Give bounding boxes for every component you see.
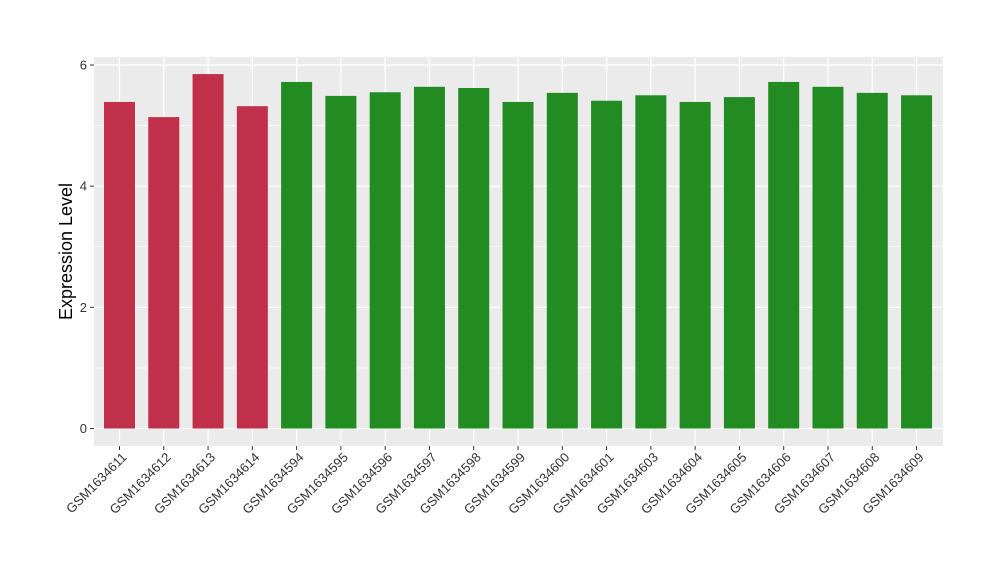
bar-GSM1634604 xyxy=(679,101,711,429)
bar-GSM1634596 xyxy=(369,92,401,429)
y-axis: 0 2 4 6 xyxy=(80,58,94,436)
bar-GSM1634603 xyxy=(635,95,667,429)
bar-GSM1634601 xyxy=(591,100,623,429)
bars-group xyxy=(104,74,933,429)
bar-GSM1634598 xyxy=(458,88,490,429)
y-tick-label: 6 xyxy=(80,58,87,73)
y-tick-label: 4 xyxy=(80,179,87,194)
bar-GSM1634609 xyxy=(901,95,933,429)
y-axis-title: Expression Level xyxy=(56,183,76,320)
bar-GSM1634600 xyxy=(546,92,578,429)
bar-GSM1634614 xyxy=(236,106,268,429)
y-tick-label: 0 xyxy=(80,421,87,436)
bar-GSM1634611 xyxy=(104,101,135,429)
bar-GSM1634605 xyxy=(723,97,755,429)
bar-GSM1634613 xyxy=(192,74,224,429)
bar-GSM1634595 xyxy=(325,95,357,429)
bar-GSM1634607 xyxy=(812,86,844,429)
bar-GSM1634612 xyxy=(148,117,180,429)
y-tick-label: 2 xyxy=(80,300,87,315)
bar-GSM1634597 xyxy=(413,86,445,429)
x-axis: GSM1634611GSM1634612GSM1634613GSM1634614… xyxy=(63,446,927,517)
bar-GSM1634599 xyxy=(502,101,534,429)
bar-GSM1634594 xyxy=(281,81,313,429)
bar-GSM1634608 xyxy=(856,92,888,429)
bar-GSM1634606 xyxy=(768,81,800,429)
